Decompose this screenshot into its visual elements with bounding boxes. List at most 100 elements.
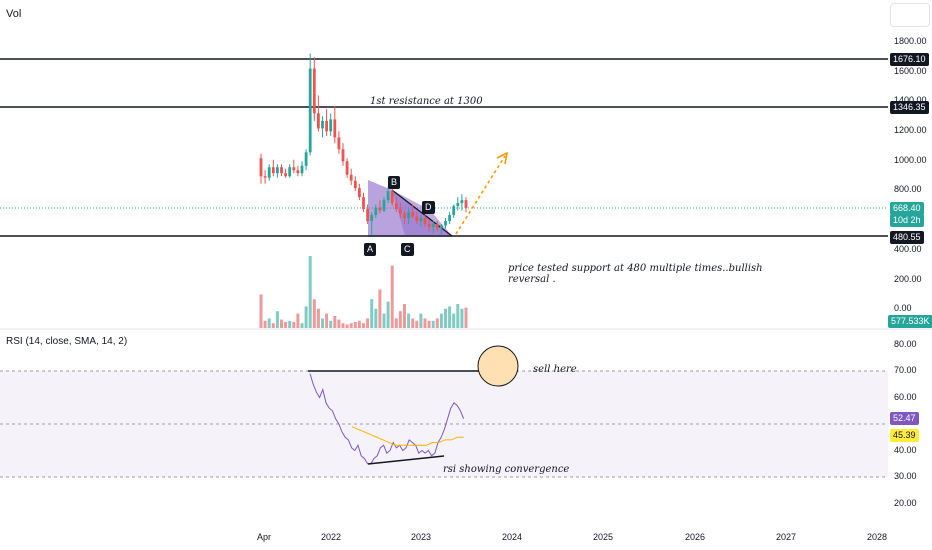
candle-body: [296, 170, 300, 174]
rsi-indicator-label: RSI (14, close, SMA, 14, 2): [6, 336, 128, 347]
volume-bar: [267, 318, 271, 328]
volume-bar: [300, 323, 304, 328]
convergence-note: rsi showing convergence: [443, 464, 570, 475]
volume-bar: [460, 308, 464, 328]
volume-bar: [435, 318, 439, 328]
volume-bar: [415, 320, 419, 328]
candle-body: [284, 173, 287, 177]
volume-bar: [357, 320, 361, 328]
candle-body: [399, 209, 402, 214]
volume-bar: [448, 306, 452, 328]
volume-bar: [271, 323, 275, 328]
candle-body: [292, 167, 296, 171]
time-label: Apr: [257, 532, 272, 542]
support-note: price tested support at 480 multiple tim…: [508, 263, 763, 274]
candles: [259, 53, 468, 235]
volume-badge: 577.533K: [888, 315, 932, 328]
volume-bar: [411, 318, 415, 328]
volume-bar: [362, 323, 365, 328]
price-tick: 1600.00: [894, 66, 927, 76]
candle-body: [456, 203, 460, 207]
candle-body: [308, 68, 312, 153]
volume-bar: [304, 306, 308, 328]
pattern-point-d: D: [422, 201, 435, 214]
rsi-tick: 80.00: [894, 339, 917, 349]
price-badge-1676: 1676.10: [890, 53, 929, 66]
candle-body: [374, 207, 378, 216]
volume-bar: [456, 304, 460, 328]
candle-body: [276, 167, 279, 174]
volume-bar: [296, 313, 300, 328]
volume-bar: [288, 320, 292, 328]
rsi-sma-badge: 45.39: [890, 429, 919, 442]
price-badge-480: 480.55: [890, 231, 924, 244]
candle-body: [415, 216, 419, 222]
projection-arrow[interactable]: [455, 155, 506, 235]
time-label: 2023: [411, 532, 432, 542]
volume-tick: 200.00: [894, 274, 922, 284]
candle-body: [341, 149, 345, 162]
volume-bar: [407, 313, 411, 328]
candle-body: [440, 225, 443, 229]
candle-body: [435, 224, 439, 229]
candle-body: [345, 161, 349, 175]
volume-bar: [444, 308, 447, 328]
price-tick: 400.00: [894, 244, 922, 254]
candle-body: [370, 215, 374, 222]
rsi-tick: 70.00: [894, 365, 917, 375]
candle-body: [329, 119, 333, 132]
candle-body: [259, 158, 263, 177]
price-tick: 1400.00: [894, 95, 927, 105]
candle-body: [403, 213, 406, 219]
candle-body: [427, 224, 431, 228]
rsi-value-badge: 52.47: [890, 412, 919, 425]
volume-bar: [439, 313, 443, 328]
rsi-tick: 40.00: [894, 445, 917, 455]
volume-bar: [394, 318, 398, 328]
resistance-note: 1st resistance at 1300: [370, 96, 483, 107]
candle-body: [337, 137, 341, 150]
candle-body: [321, 120, 324, 129]
candle-body: [358, 188, 361, 198]
projection-arrowhead: [496, 151, 509, 165]
price-tick: 1000.00: [894, 155, 927, 165]
volume-bar: [321, 318, 324, 328]
volume-bar: [353, 322, 357, 328]
pattern-point-c: C: [401, 243, 414, 256]
rsi-convergence-line[interactable]: [367, 455, 445, 465]
volume-bar: [333, 316, 337, 328]
volume-bar: [366, 318, 370, 328]
candle-body: [460, 200, 464, 204]
candle-body: [444, 221, 447, 226]
last-price-badge: 668.40: [890, 202, 924, 215]
candle-body: [317, 113, 320, 129]
candle-body: [390, 191, 394, 204]
volume-bar: [259, 294, 263, 328]
volume-bar: [464, 307, 468, 328]
pattern-point-a: A: [364, 243, 377, 256]
volume-bar: [427, 320, 431, 328]
candle-body: [267, 167, 271, 178]
candle-body: [394, 203, 398, 210]
volume-bar: [329, 320, 333, 328]
volume-bar: [341, 323, 345, 328]
candle-body: [431, 224, 435, 228]
time-label: 2025: [593, 532, 614, 542]
candle-body: [419, 218, 423, 222]
candle-body: [271, 167, 275, 174]
support-note-2: reversal .: [508, 274, 556, 285]
volume-bar: [263, 320, 267, 328]
candle-body: [378, 207, 382, 211]
candle-body: [288, 167, 292, 177]
toolbar-button[interactable]: [890, 3, 930, 27]
volume-bar: [398, 311, 402, 328]
sell-circle[interactable]: [477, 345, 519, 387]
candle-body: [300, 165, 304, 174]
rsi-tick: 60.00: [894, 392, 917, 402]
time-label: 2022: [321, 532, 342, 542]
volume-bar: [284, 322, 288, 328]
price-tick: 1200.00: [894, 125, 927, 135]
volume-bar: [386, 301, 390, 328]
candle-body: [304, 152, 308, 166]
candle-body: [382, 200, 386, 211]
